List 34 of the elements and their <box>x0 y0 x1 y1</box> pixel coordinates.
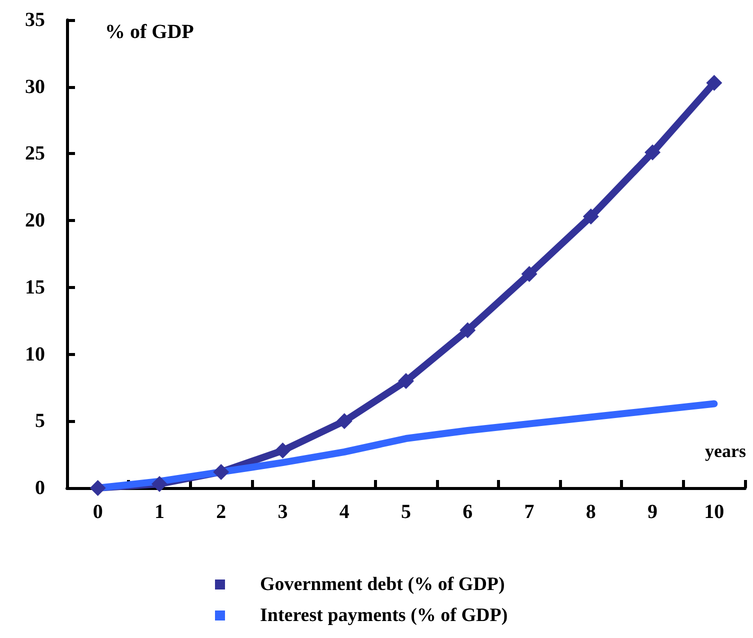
point <box>213 464 230 480</box>
y-axis-title: % of GDP <box>105 21 194 43</box>
x-tick-label: 2 <box>216 501 226 523</box>
y-tick-label: 20 <box>25 210 45 232</box>
point <box>336 413 352 430</box>
x-tick-label: 6 <box>462 501 473 523</box>
point <box>644 144 661 160</box>
x-tick-label: 1 <box>154 501 164 523</box>
point <box>521 266 538 282</box>
point <box>90 480 106 496</box>
y-tick-label: 5 <box>35 410 45 432</box>
x-tick-label: 10 <box>704 501 724 523</box>
point <box>582 208 599 225</box>
y-tick-label: 15 <box>25 276 45 298</box>
y-tick-label: 10 <box>25 343 45 366</box>
point <box>398 373 414 390</box>
point <box>706 74 722 91</box>
point <box>151 476 168 492</box>
x-tick-label: 9 <box>648 501 658 523</box>
x-tick-label: 5 <box>401 501 411 523</box>
point <box>274 442 291 459</box>
point <box>460 322 476 338</box>
x-tick-label: 0 <box>92 501 103 523</box>
legend-label: Government debt (% of GDP) <box>260 574 505 595</box>
x-tick-label: 7 <box>524 501 534 523</box>
y-tick-label: 35 <box>25 9 45 31</box>
y-tick-label: 0 <box>35 477 45 499</box>
y-tick-label: 25 <box>25 142 45 165</box>
x-tick-label: 4 <box>339 501 350 523</box>
y-tick-label: 30 <box>25 76 45 98</box>
x-axis-title: years <box>705 441 746 461</box>
legend-label: Interest payments (% of GDP) <box>260 605 508 626</box>
x-tick-label: 3 <box>278 501 288 523</box>
x-tick-label: 8 <box>586 501 596 523</box>
